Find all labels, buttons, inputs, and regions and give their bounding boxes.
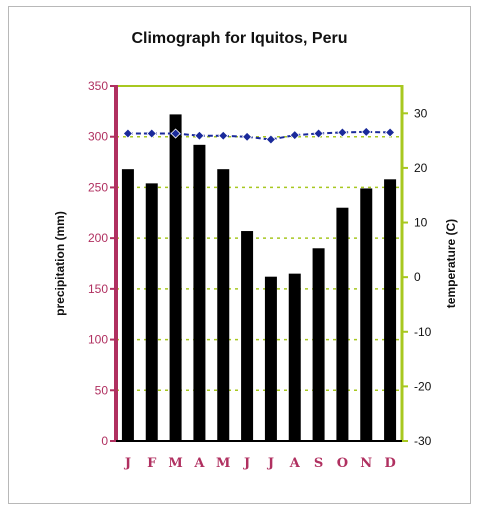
precipitation-bar (384, 179, 397, 442)
y-axis-left-label: precipitation (mm) (53, 211, 67, 316)
temperature-point (122, 128, 133, 139)
right-tick-label: -30 (414, 434, 432, 448)
left-tick-label: 50 (95, 383, 109, 397)
temperature-series (122, 126, 396, 145)
axes (110, 85, 408, 442)
precipitation-bar (312, 248, 325, 441)
right-tick-label: 20 (414, 161, 428, 175)
month-label: N (360, 456, 372, 471)
temperature-point (385, 127, 396, 138)
temperature-point (242, 131, 253, 142)
precipitation-bar (336, 207, 349, 441)
precipitation-bar (193, 144, 206, 442)
right-tick-label: 30 (414, 106, 428, 120)
precipitation-bar (217, 169, 230, 441)
left-tick-label: 0 (101, 434, 108, 448)
precipitation-bars (121, 114, 397, 442)
right-tick-label: -20 (414, 379, 432, 393)
precipitation-bar (288, 273, 301, 441)
temperature-point (265, 134, 276, 145)
month-label: F (147, 456, 157, 471)
month-label: J (243, 456, 250, 471)
temperature-point (289, 130, 300, 141)
chart-title: Climograph for Iquitos, Peru (131, 30, 348, 47)
left-tick-label: 300 (88, 130, 108, 144)
grid-lines (116, 85, 403, 392)
left-tick-label: 350 (88, 79, 108, 93)
precipitation-bar (145, 183, 158, 441)
temperature-point (361, 126, 372, 137)
temperature-line (127, 130, 391, 141)
month-label: S (314, 456, 323, 471)
right-tick-label: 0 (414, 270, 421, 284)
temperature-point (146, 128, 157, 139)
month-label: A (289, 456, 301, 471)
left-tick-label: 250 (88, 180, 108, 194)
precipitation-bar (169, 114, 182, 442)
y-axis-right-label: temperature (C) (444, 219, 458, 308)
temperature-point (170, 128, 181, 139)
temperature-point (337, 127, 348, 138)
left-tick-label: 150 (88, 282, 108, 296)
month-label: O (337, 456, 348, 471)
month-label: D (384, 456, 395, 471)
temperature-point (313, 128, 324, 139)
precipitation-bar (241, 231, 254, 441)
precipitation-bar (360, 188, 373, 441)
precipitation-bar (264, 276, 277, 441)
month-label: J (124, 456, 131, 471)
left-tick-label: 200 (88, 231, 108, 245)
right-tick-label: -10 (414, 325, 432, 339)
left-tick-label: 100 (88, 333, 108, 347)
month-label: M (168, 456, 182, 471)
right-tick-label: 10 (414, 216, 428, 230)
precipitation-bar (121, 169, 134, 441)
month-label: M (216, 456, 230, 471)
month-label: J (267, 456, 274, 471)
month-label: A (193, 456, 205, 471)
temperature-point (194, 130, 205, 141)
temperature-point (218, 130, 229, 141)
